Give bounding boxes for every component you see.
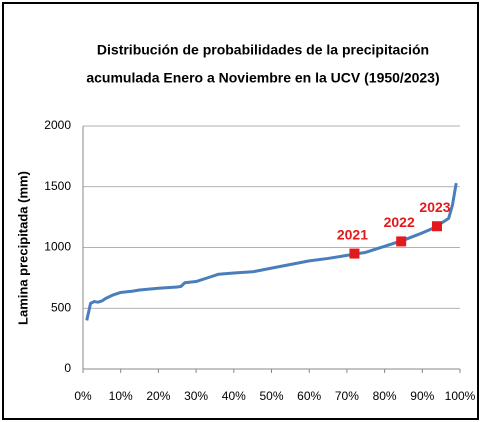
x-tick-label: 90% bbox=[410, 389, 434, 403]
x-tick-label: 0% bbox=[74, 389, 92, 403]
y-tick-label: 2000 bbox=[44, 118, 71, 132]
x-tick-label: 20% bbox=[146, 389, 170, 403]
highlight-marker bbox=[396, 236, 407, 247]
x-tick-label: 30% bbox=[184, 389, 208, 403]
x-tick-label: 70% bbox=[335, 389, 359, 403]
x-tick-label: 80% bbox=[373, 389, 397, 403]
highlight-marker bbox=[432, 221, 443, 232]
y-axis-label: Lamina precipitada (mm) bbox=[15, 171, 30, 325]
line-series bbox=[85, 182, 458, 321]
y-tick-label: 1500 bbox=[44, 179, 71, 193]
chart-title: acumulada Enero a Noviembre en la UCV (1… bbox=[86, 70, 439, 86]
y-tick-label: 0 bbox=[64, 361, 71, 375]
x-tick-label: 50% bbox=[259, 389, 283, 403]
chart-title: Distribución de probabilidades de la pre… bbox=[97, 42, 429, 58]
x-tick-label: 60% bbox=[297, 389, 321, 403]
y-tick-label: 1000 bbox=[44, 240, 71, 254]
x-tick-label: 40% bbox=[222, 389, 246, 403]
x-tick-label: 10% bbox=[109, 389, 133, 403]
highlight-label: 2021 bbox=[337, 226, 368, 242]
highlight-marker bbox=[349, 248, 360, 259]
y-tick-label: 500 bbox=[51, 300, 71, 314]
highlight-label: 2022 bbox=[384, 214, 415, 230]
highlight-label: 2023 bbox=[419, 199, 450, 215]
x-tick-label: 100% bbox=[445, 389, 476, 403]
